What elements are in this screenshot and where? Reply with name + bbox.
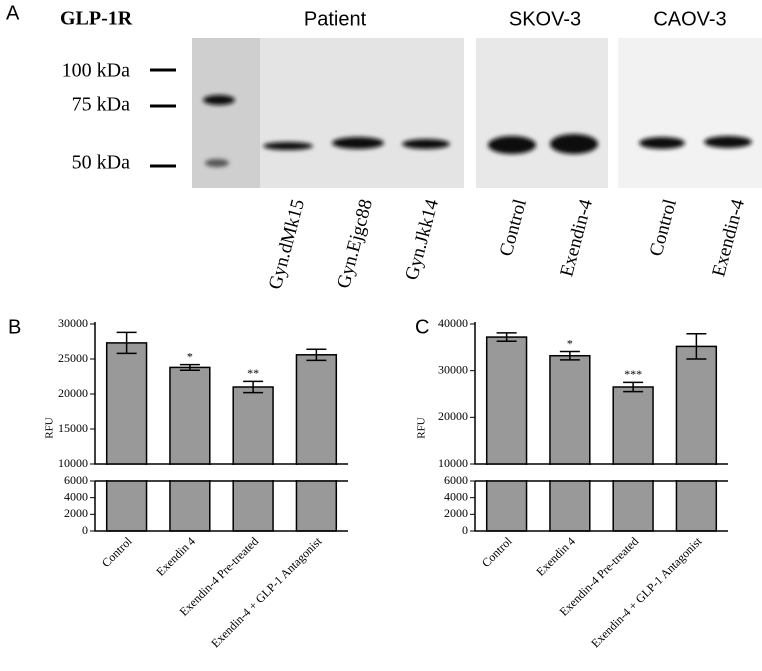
y-tick-label: 10000 bbox=[58, 456, 88, 470]
panel-label: A bbox=[6, 2, 20, 24]
axis bbox=[94, 322, 348, 532]
bar bbox=[169, 366, 211, 532]
error-bar bbox=[623, 381, 644, 393]
y-tick-label: 25000 bbox=[58, 351, 88, 365]
y-tick-label: 15000 bbox=[58, 421, 88, 435]
significance: * bbox=[187, 349, 193, 363]
lane-label: Gyn.Ejgc88 bbox=[333, 197, 377, 291]
axis-break bbox=[89, 465, 350, 480]
group-label: SKOV-3 bbox=[509, 8, 581, 30]
y-tick-label: 0 bbox=[82, 523, 88, 537]
x-tick-label: Control bbox=[479, 534, 515, 570]
error-bar bbox=[179, 363, 200, 371]
x-tick-label: Exendin 4 bbox=[533, 534, 578, 579]
error-bar bbox=[243, 380, 264, 394]
bar bbox=[549, 354, 591, 532]
y-tick-label: 20000 bbox=[58, 386, 88, 400]
y-tick-label: 6000 bbox=[64, 473, 88, 487]
bar bbox=[105, 342, 148, 532]
y-tick-label: 4000 bbox=[444, 489, 468, 503]
error-bar bbox=[559, 350, 580, 361]
x-tick-label: Exendin 4 bbox=[153, 534, 198, 579]
lane-label: Control bbox=[646, 197, 681, 259]
y-tick-label: 20000 bbox=[438, 409, 468, 423]
panel-label: C bbox=[415, 316, 429, 338]
axis bbox=[474, 322, 728, 532]
y-tick-label: 4000 bbox=[64, 489, 88, 503]
bar bbox=[232, 386, 274, 532]
marker-label: 75 kDa bbox=[72, 94, 130, 116]
lane-label: Exendin-4 bbox=[556, 197, 597, 279]
y-axis-label: RFU bbox=[44, 417, 56, 438]
western-blot bbox=[150, 38, 762, 188]
marker-label: 50 kDa bbox=[72, 152, 130, 174]
bar bbox=[295, 354, 338, 532]
lane-label: Control bbox=[496, 197, 531, 259]
lane-label: Gyn.dMk15 bbox=[265, 197, 309, 292]
axis-break bbox=[469, 465, 730, 480]
y-tick-label: 30000 bbox=[438, 362, 468, 376]
y-tick-label: 30000 bbox=[58, 316, 88, 330]
y-tick-label: 10000 bbox=[438, 456, 468, 470]
y-tick-label: 2000 bbox=[444, 506, 468, 520]
x-tick-label: Exendin-4 + GLP-1 Antagonist bbox=[208, 534, 325, 651]
blot-title: GLP-1R bbox=[60, 8, 133, 30]
lane-label: Gyn.Jkk14 bbox=[401, 197, 443, 283]
significance: * bbox=[567, 336, 573, 350]
significance: ** bbox=[247, 366, 259, 380]
error-bar bbox=[496, 332, 517, 343]
bar bbox=[675, 345, 718, 532]
y-tick-label: 0 bbox=[462, 523, 468, 537]
bar bbox=[612, 386, 654, 532]
group-label: CAOV-3 bbox=[653, 8, 726, 30]
error-bar bbox=[306, 348, 327, 362]
significance: *** bbox=[624, 367, 642, 381]
group-label: Patient bbox=[304, 8, 367, 30]
error-bar bbox=[116, 331, 137, 355]
error-bar bbox=[686, 333, 707, 360]
marker-label: 100 kDa bbox=[62, 60, 130, 82]
x-tick-label: Exendin-4 + GLP-1 Antagonist bbox=[588, 534, 705, 651]
y-axis-label: RFU bbox=[416, 417, 428, 438]
x-tick-label: Control bbox=[99, 534, 135, 570]
y-tick-label: 40000 bbox=[438, 316, 468, 330]
y-tick-label: 2000 bbox=[64, 506, 88, 520]
lane-label: Exendin-4 bbox=[708, 197, 749, 279]
bar bbox=[485, 336, 528, 532]
panel-label: B bbox=[8, 316, 21, 338]
y-tick-label: 6000 bbox=[444, 473, 468, 487]
